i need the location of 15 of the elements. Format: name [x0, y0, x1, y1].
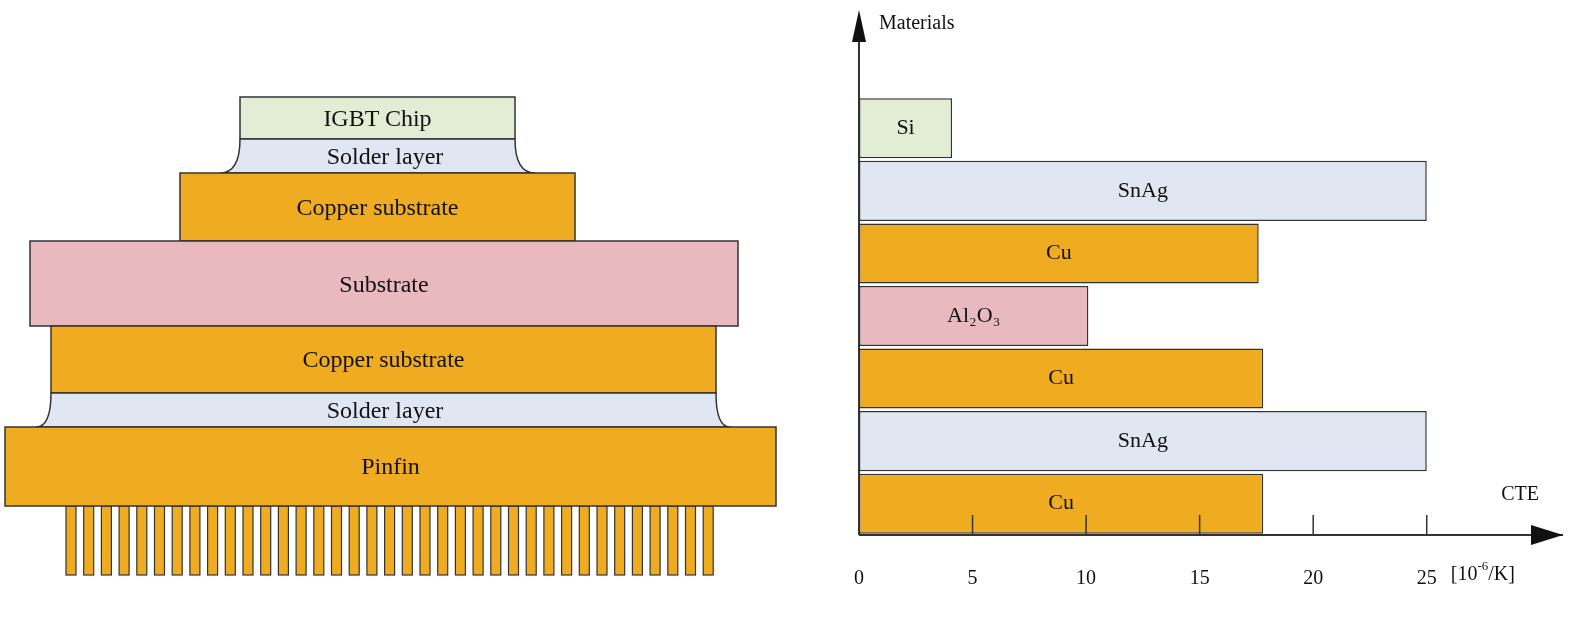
x-tick-label: 5 — [967, 566, 978, 589]
y-tick-label: Cu — [1046, 239, 1072, 265]
x-tick-label: 20 — [1303, 566, 1324, 589]
x-axis-title: CTE — [1501, 482, 1539, 505]
x-tick-label: 10 — [1076, 566, 1097, 589]
y-tick-label: Cu — [1048, 364, 1074, 390]
x-tick-label: 25 — [1416, 566, 1437, 589]
y-tick-label: Si — [896, 114, 915, 140]
y-tick-label: Cu — [1048, 489, 1074, 515]
y-tick-label: SnAg — [1117, 176, 1168, 202]
x-tick-label: 0 — [854, 566, 864, 589]
y-axis-title: Materials — [879, 11, 955, 34]
y-tick-label: SnAg — [1117, 426, 1168, 452]
y-tick-label: Al₂O₃ — [947, 301, 1001, 327]
x-tick-label: 15 — [1189, 566, 1210, 589]
